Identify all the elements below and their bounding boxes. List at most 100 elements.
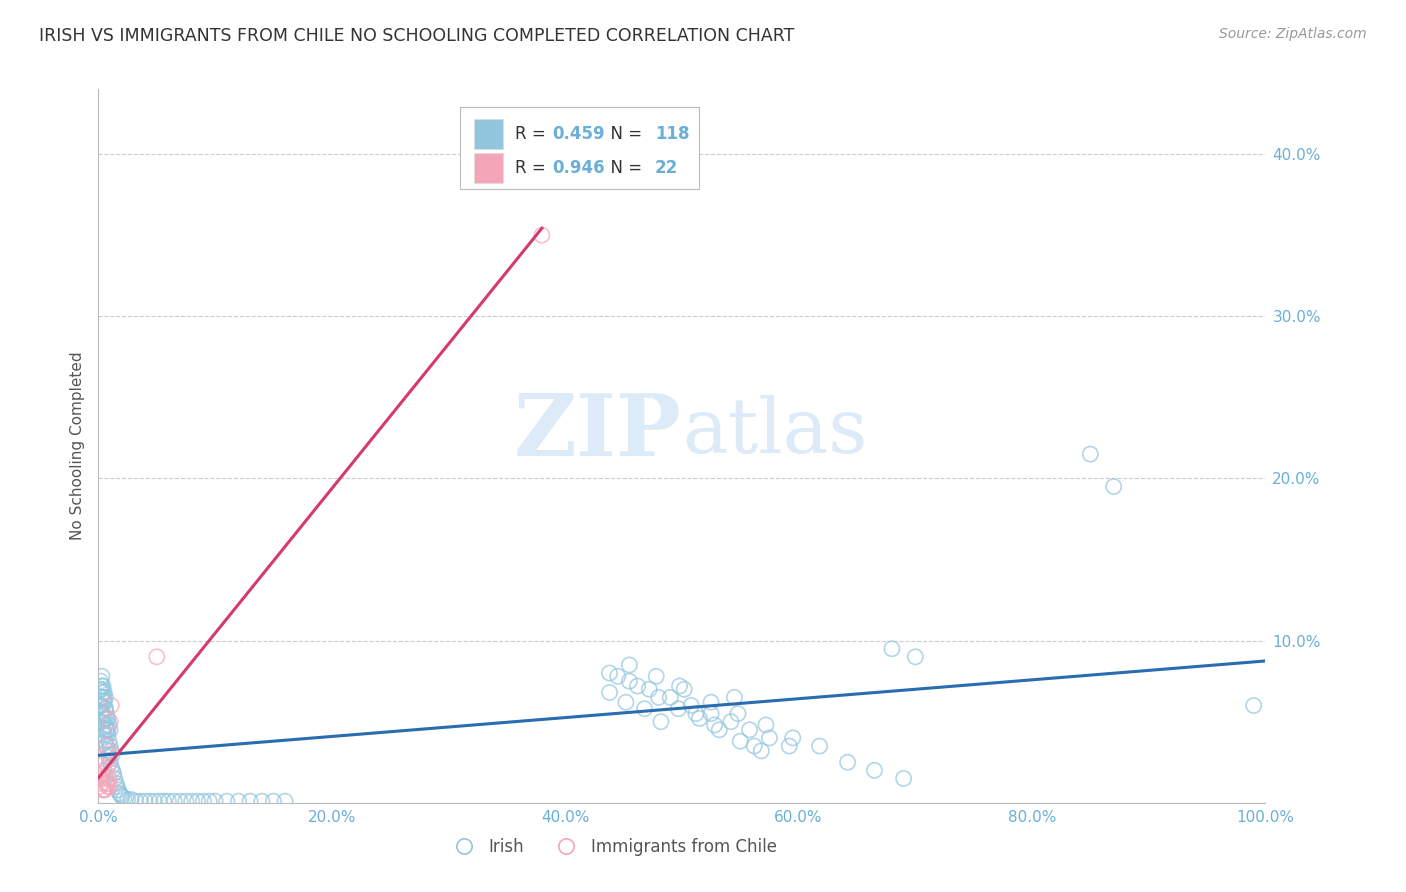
Point [782,731,804,745]
Point [98,756,121,770]
Point [530,228,553,243]
Point [893,772,915,786]
Text: 118: 118 [655,125,689,143]
Point [90,690,112,705]
Point [1080,447,1102,461]
Point [157,794,180,808]
Text: 0.946: 0.946 [553,159,605,177]
Point [104,772,127,786]
Point [619,657,641,672]
Point [239,794,262,808]
Point [89,698,111,713]
Point [837,756,859,770]
Point [215,794,238,808]
Point [97,744,120,758]
Text: ZIP: ZIP [515,390,682,474]
Point [668,679,690,693]
Point [98,714,121,729]
Point [101,764,124,778]
Point [688,711,710,725]
Point [100,760,122,774]
Point [97,747,120,761]
Point [104,776,127,790]
Text: N =: N = [600,159,648,177]
Point [633,702,655,716]
Point [93,693,115,707]
Bar [474,153,503,183]
Point [110,788,132,802]
Point [96,723,118,737]
Point [101,747,124,761]
Point [98,780,121,794]
Point [97,750,120,764]
Text: Source: ZipAtlas.com: Source: ZipAtlas.com [1219,27,1367,41]
Point [180,794,202,808]
Point [105,780,128,794]
Point [96,739,118,753]
Point [700,706,723,721]
Point [730,734,752,748]
Point [174,794,197,808]
Point [108,786,131,800]
Point [97,734,120,748]
Point [619,674,641,689]
Bar [474,120,503,149]
Point [89,682,111,697]
Point [96,739,118,753]
Point [97,711,120,725]
Point [681,698,703,713]
Point [94,756,117,770]
Point [94,702,117,716]
Point [599,685,621,699]
Text: N =: N = [600,125,648,143]
Point [96,776,118,790]
Point [700,695,723,709]
Point [93,764,115,778]
Text: 22: 22 [655,159,678,177]
Point [129,794,152,808]
Point [93,695,115,709]
Point [97,728,120,742]
FancyBboxPatch shape [460,107,699,189]
Point [204,794,226,808]
Point [90,714,112,729]
Point [134,794,156,808]
Point [90,682,112,697]
Point [97,760,120,774]
Point [638,682,661,697]
Point [738,723,761,737]
Point [94,772,117,786]
Point [709,723,731,737]
Point [97,772,120,786]
Point [103,766,125,780]
Point [778,739,800,753]
Point [152,794,174,808]
Point [91,679,114,693]
Point [198,794,221,808]
Text: atlas: atlas [682,395,868,468]
Point [1243,698,1265,713]
Text: R =: R = [515,159,551,177]
Point [90,776,112,790]
Point [90,669,112,683]
Point [97,780,120,794]
Point [93,728,115,742]
Text: IRISH VS IMMIGRANTS FROM CHILE NO SCHOOLING COMPLETED CORRELATION CHART: IRISH VS IMMIGRANTS FROM CHILE NO SCHOOL… [39,27,794,45]
Point [111,789,134,804]
Point [97,723,120,737]
Point [723,690,745,705]
Point [90,772,112,786]
Point [91,723,114,737]
Point [97,776,120,790]
Point [262,794,284,808]
Point [94,734,117,748]
Point [647,690,669,705]
Point [749,744,772,758]
Point [90,674,112,689]
Point [90,679,112,693]
Point [89,780,111,794]
Point [645,669,668,683]
Point [720,714,742,729]
Point [120,792,142,806]
Point [1102,479,1125,493]
